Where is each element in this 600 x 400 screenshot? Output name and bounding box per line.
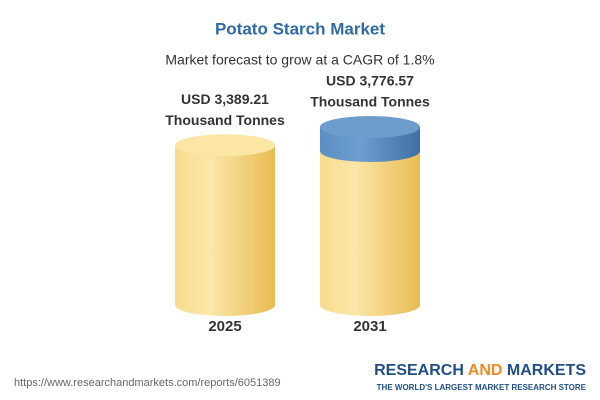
x-tick-label: 2031 (353, 318, 386, 335)
chart-subtitle: Market forecast to grow at a CAGR of 1.8… (165, 52, 434, 68)
brand: RESEARCH AND MARKETS (374, 362, 586, 379)
x-tick-label: 2025 (208, 318, 241, 335)
tagline: THE WORLD'S LARGEST MARKET RESEARCH STOR… (377, 383, 587, 392)
value-label: USD 3,389.21 (181, 91, 269, 107)
value-label: Thousand Tonnes (165, 112, 285, 128)
cylinder-top (320, 116, 420, 138)
brand-word: RESEARCH (374, 362, 464, 379)
value-label: USD 3,776.57 (326, 73, 414, 89)
brand-word: AND (468, 362, 503, 379)
chart-title: Potato Starch Market (215, 19, 385, 38)
brand-word: MARKETS (507, 362, 586, 379)
source-url: https://www.researchandmarkets.com/repor… (14, 377, 281, 389)
value-label: Thousand Tonnes (310, 94, 430, 110)
cylinder (175, 145, 275, 316)
cylinder-top (175, 134, 275, 157)
cylinder (320, 127, 420, 316)
